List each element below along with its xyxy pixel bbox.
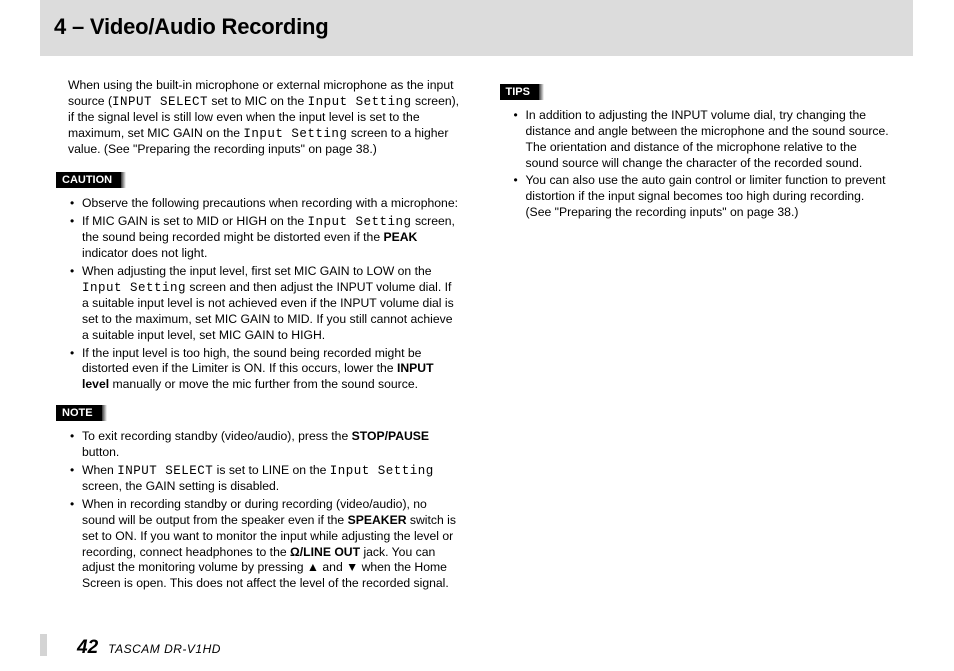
section-title: 4 – Video/Audio Recording — [54, 14, 899, 40]
lcd-text: Input Setting — [330, 464, 434, 478]
list-item: In addition to adjusting the INPUT volum… — [512, 108, 894, 171]
bold-text: PEAK — [384, 230, 418, 244]
left-column: When using the built-in microphone or ex… — [40, 78, 468, 598]
note-label: NOTE — [56, 405, 102, 421]
manual-page: 4 – Video/Audio Recording When using the… — [40, 0, 913, 671]
list-item: If the input level is too high, the soun… — [68, 346, 462, 394]
two-column-content: When using the built-in microphone or ex… — [40, 56, 913, 598]
text: Observe the following precautions when r… — [82, 196, 458, 210]
text: You can also use the auto gain control o… — [526, 173, 886, 219]
text: When — [82, 463, 117, 477]
text: and — [319, 560, 346, 574]
list-item: Observe the following precautions when r… — [68, 196, 462, 212]
text: button. — [82, 445, 119, 459]
lcd-text: Input Setting — [308, 215, 412, 229]
bold-text: /LINE OUT — [300, 545, 360, 559]
intro-paragraph: When using the built-in microphone or ex… — [68, 78, 462, 158]
tips-list: In addition to adjusting the INPUT volum… — [512, 108, 894, 221]
list-item: To exit recording standby (video/audio),… — [68, 429, 462, 461]
list-item: When adjusting the input level, first se… — [68, 264, 462, 344]
footer-mark-icon — [40, 634, 47, 656]
page-footer: 42 TASCAM DR-V1HD — [40, 631, 221, 659]
text: is set to LINE on the — [213, 463, 330, 477]
lcd-text: INPUT SELECT — [117, 464, 213, 478]
page-number: 42 — [77, 637, 98, 659]
text: To exit recording standby (video/audio),… — [82, 429, 352, 443]
headphone-icon: Ω — [290, 545, 300, 561]
list-item: When in recording standby or during reco… — [68, 497, 462, 592]
lcd-text: Input Setting — [308, 95, 412, 109]
caution-label: CAUTION — [56, 172, 121, 188]
bold-text: STOP/PAUSE — [352, 429, 429, 443]
list-item: If MIC GAIN is set to MID or HIGH on the… — [68, 214, 462, 262]
lcd-text: INPUT SELECT — [112, 95, 208, 109]
bold-text: SPEAKER — [348, 513, 407, 527]
down-triangle-icon: ▼ — [346, 560, 358, 574]
up-triangle-icon: ▲ — [307, 560, 319, 574]
list-item: You can also use the auto gain control o… — [512, 173, 894, 221]
text: indicator does not light. — [82, 246, 207, 260]
lcd-text: Input Setting — [82, 281, 186, 295]
text: set to MIC on the — [208, 94, 308, 108]
text: In addition to adjusting the INPUT volum… — [526, 108, 889, 170]
right-column: TIPS In addition to adjusting the INPUT … — [498, 78, 914, 598]
tips-label: TIPS — [500, 84, 539, 100]
text: manually or move the mic further from th… — [109, 377, 418, 391]
text: screen, the GAIN setting is disabled. — [82, 479, 279, 493]
section-header: 4 – Video/Audio Recording — [40, 0, 913, 56]
list-item: When INPUT SELECT is set to LINE on the … — [68, 463, 462, 495]
caution-list: Observe the following precautions when r… — [68, 196, 462, 393]
text: When adjusting the input level, first se… — [82, 264, 432, 278]
product-name: TASCAM DR-V1HD — [108, 642, 221, 656]
note-list: To exit recording standby (video/audio),… — [68, 429, 462, 592]
lcd-text: Input Setting — [243, 127, 347, 141]
text: If MIC GAIN is set to MID or HIGH on the — [82, 214, 308, 228]
text: If the input level is too high, the soun… — [82, 346, 421, 376]
